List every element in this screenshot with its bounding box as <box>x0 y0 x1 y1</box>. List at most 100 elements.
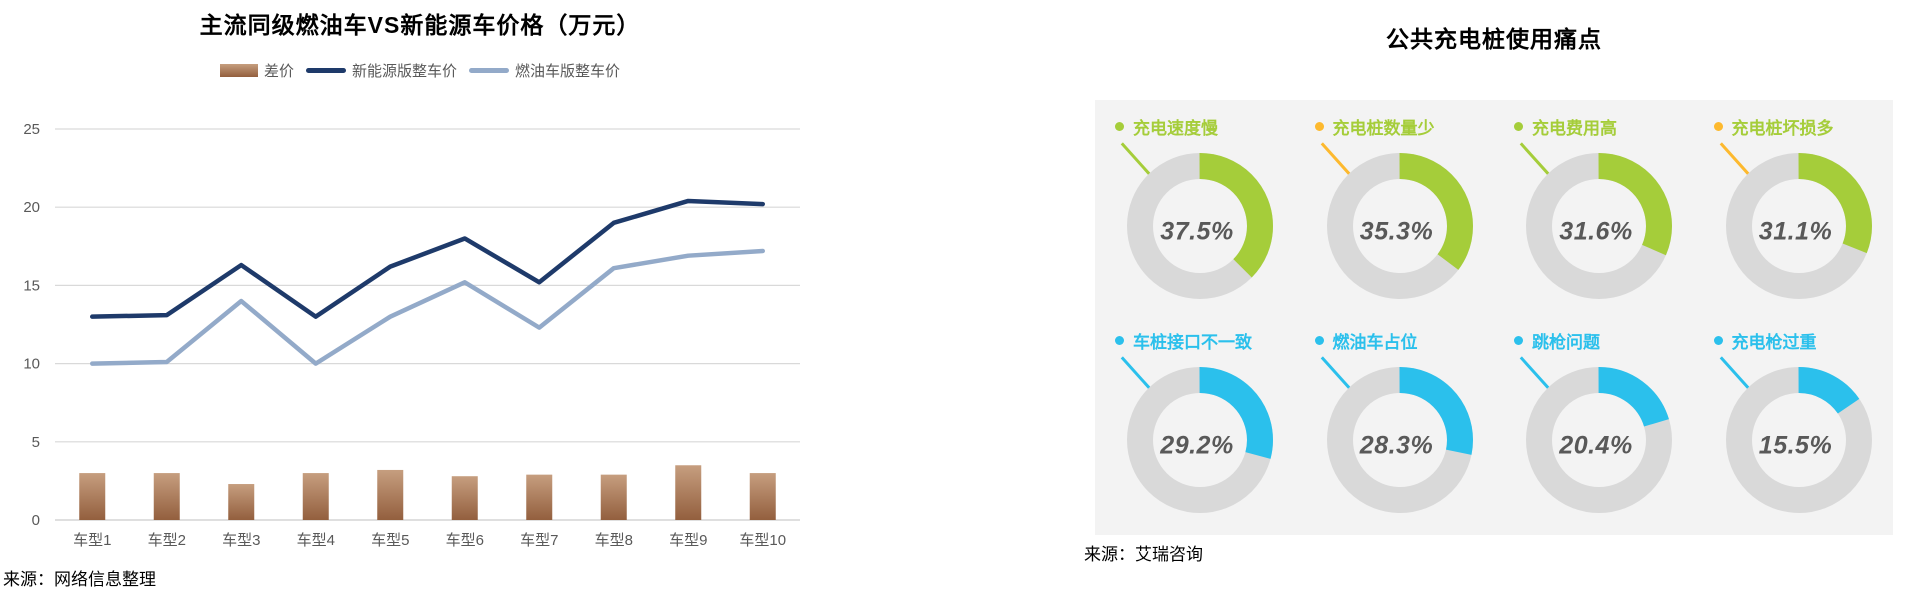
diff-bar <box>302 473 329 520</box>
donut-card: 充电桩数量少 35.3% <box>1295 104 1495 318</box>
donut-percent-value: 15.5% <box>1758 431 1833 460</box>
diff-bar <box>526 474 553 520</box>
nev-price-line <box>90 198 765 319</box>
donut-ring: 29.2% <box>1125 365 1275 515</box>
x-tick-label: 车型4 <box>297 532 335 549</box>
donut-ring: 37.5% <box>1125 151 1275 301</box>
donut-ring: 28.3% <box>1325 365 1475 515</box>
pain-points-panel: 充电速度慢 37.5% 充电桩数量少 35.3% 充电费用高 31.6% 充电桩坏损多 31.… <box>1095 100 1893 535</box>
donut-percent-value: 20.4% <box>1559 431 1633 460</box>
donut-card: 充电速度慢 37.5% <box>1095 104 1295 318</box>
donut-percent-value: 37.5% <box>1160 217 1234 246</box>
donut-svg <box>1127 153 1273 299</box>
donut-arc <box>1326 153 1473 299</box>
donut-ring: 31.1% <box>1724 151 1874 301</box>
donut-callout: 充电费用高 <box>1514 114 1694 139</box>
donut-card: 充电费用高 31.6% <box>1494 104 1694 318</box>
donut-callout: 充电枪过重 <box>1713 328 1894 353</box>
donut-svg <box>1526 367 1672 513</box>
donut-percent-value: 31.1% <box>1758 217 1833 246</box>
diff-bar <box>675 465 702 520</box>
diff-bar <box>153 473 180 520</box>
x-tick-label: 车型7 <box>520 532 558 549</box>
diff-bar <box>600 474 627 520</box>
donut-card: 燃油车占位 28.3% <box>1295 318 1495 532</box>
callout-dot-icon <box>1514 336 1523 345</box>
legend-bar-swatch <box>219 64 258 77</box>
diff-bar <box>749 473 776 520</box>
donut-label: 充电桩坏损多 <box>1731 119 1834 138</box>
donut-svg <box>1526 153 1672 299</box>
y-tick-label: 15 <box>23 277 40 294</box>
legend-item: 燃油车版整车价 <box>469 60 620 81</box>
donut-svg <box>1127 367 1273 513</box>
legend-line-swatch <box>305 68 346 73</box>
y-tick-label: 25 <box>23 121 40 138</box>
x-tick-label: 车型2 <box>148 532 186 549</box>
donut-ring: 15.5% <box>1724 365 1874 515</box>
fuel-price-line <box>90 248 765 366</box>
donut-label: 车桩接口不一致 <box>1133 333 1252 352</box>
callout-dot-icon <box>1514 122 1523 131</box>
donut-arc <box>1526 367 1672 513</box>
y-tick-label: 10 <box>23 356 40 373</box>
donut-ring: 35.3% <box>1325 151 1475 301</box>
callout-dot-icon <box>1314 122 1324 131</box>
donut-label: 充电枪过重 <box>1731 333 1817 352</box>
donut-label: 跳枪问题 <box>1532 333 1600 352</box>
donut-percent-value: 31.6% <box>1559 217 1633 246</box>
donut-arc <box>1127 367 1273 513</box>
donut-percent-value: 35.3% <box>1359 217 1434 246</box>
donut-svg <box>1326 153 1473 299</box>
x-tick-label: 车型9 <box>669 532 707 549</box>
donut-label: 充电速度慢 <box>1133 119 1218 138</box>
donut-callout: 充电桩坏损多 <box>1713 114 1894 139</box>
diff-bar <box>377 469 404 520</box>
x-tick-label: 车型6 <box>446 532 484 549</box>
pain-chart-source: 来源：艾瑞咨询 <box>1084 545 1203 564</box>
callout-dot-icon <box>1713 336 1723 345</box>
price-chart-title: 主流同级燃油车VS新能源车价格（万元） <box>199 12 641 38</box>
price-chart-plot: 25 20 15 10 5 0 车型1 车型2 车型3 车型4 车型5 车型6 车型7 车型8 车型9 车型1… <box>23 121 800 549</box>
x-tick-label: 车型5 <box>371 532 409 549</box>
donut-svg <box>1326 367 1473 513</box>
donut-ring: 31.6% <box>1524 151 1674 301</box>
donut-arc <box>1725 153 1872 299</box>
donut-label: 燃油车占位 <box>1332 333 1418 352</box>
legend-label: 燃油车版整车价 <box>515 63 621 80</box>
donut-label: 充电费用高 <box>1532 119 1617 138</box>
donut-callout: 燃油车占位 <box>1314 328 1495 353</box>
legend-item: 差价 <box>219 60 294 81</box>
donut-callout: 充电桩数量少 <box>1314 114 1495 139</box>
callout-dot-icon <box>1115 336 1124 345</box>
y-tick-label: 5 <box>32 434 40 451</box>
legend-label: 新能源版整车价 <box>351 63 457 80</box>
donut-arc <box>1326 367 1473 513</box>
x-tick-label: 车型8 <box>595 532 633 549</box>
y-tick-label: 0 <box>32 512 40 529</box>
donut-callout: 跳枪问题 <box>1514 328 1694 353</box>
donut-card: 充电枪过重 15.5% <box>1694 318 1894 532</box>
donut-percent-value: 28.3% <box>1359 431 1434 460</box>
donut-arc <box>1725 367 1872 513</box>
price-chart-legend: 差价 新能源版整车价 燃油车版整车价 <box>0 60 840 81</box>
price-chart-source: 来源：网络信息整理 <box>3 570 156 589</box>
callout-dot-icon <box>1713 122 1723 131</box>
diff-bar <box>451 476 478 520</box>
callout-dot-icon <box>1115 122 1124 131</box>
donut-card: 跳枪问题 20.4% <box>1494 318 1694 532</box>
donut-callout: 车桩接口不一致 <box>1115 328 1295 353</box>
donut-callout: 充电速度慢 <box>1115 114 1295 139</box>
callout-dot-icon <box>1314 336 1324 345</box>
donut-percent-value: 29.2% <box>1160 431 1234 460</box>
legend-label: 差价 <box>263 63 294 80</box>
x-tick-label: 车型10 <box>739 532 786 549</box>
diff-bar <box>79 473 106 520</box>
diff-bar <box>228 484 255 520</box>
donut-svg <box>1725 153 1872 299</box>
legend-item: 新能源版整车价 <box>305 60 457 81</box>
x-tick-label: 车型3 <box>222 532 260 549</box>
donut-svg <box>1725 367 1872 513</box>
legend-line-swatch <box>469 68 509 73</box>
donut-label: 充电桩数量少 <box>1332 119 1435 138</box>
